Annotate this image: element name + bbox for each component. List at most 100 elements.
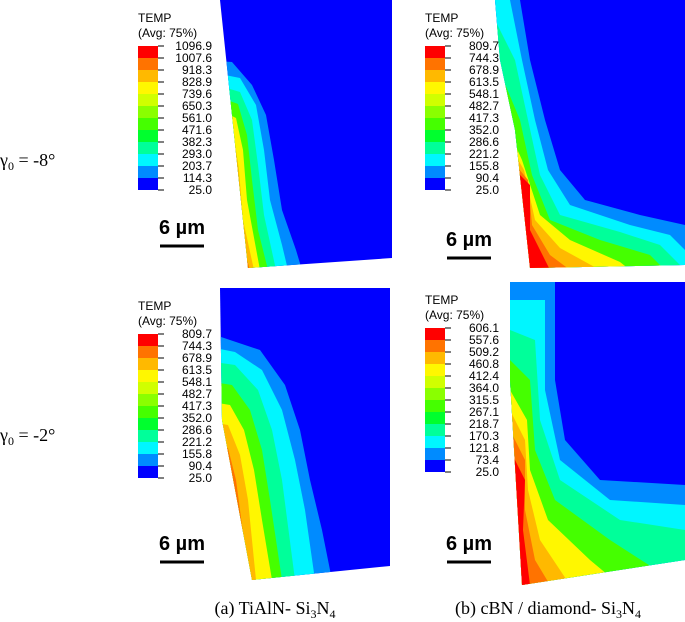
legend-swatch: [138, 394, 158, 406]
legend-value: 25.0: [476, 183, 500, 197]
subscript: 3: [311, 607, 317, 621]
legend-value: 352.0: [182, 411, 212, 425]
legend-swatch: [138, 454, 158, 466]
row-label: γ0 = -8°: [0, 150, 55, 173]
legend-title: TEMP: [425, 11, 458, 25]
legend-value: 678.9: [182, 351, 212, 365]
contour-plot: [220, 288, 390, 580]
caption-text: (b) cBN / diamond- Si: [455, 598, 616, 619]
legend-value: 1007.6: [175, 51, 212, 65]
legend-value: 382.3: [182, 135, 212, 149]
legend-value: 203.7: [182, 159, 212, 173]
legend-swatch: [138, 94, 158, 106]
legend-swatch: [138, 334, 158, 346]
legend-swatch: [138, 166, 158, 178]
legend-value: 155.8: [182, 447, 212, 461]
legend-value: 809.7: [182, 327, 212, 341]
legend-value: 293.0: [182, 147, 212, 161]
legend-value: 613.5: [182, 363, 212, 377]
legend-swatch: [138, 442, 158, 454]
legend-value: 482.7: [469, 99, 499, 113]
symbol: γ: [0, 425, 8, 445]
legend-swatch: [138, 358, 158, 370]
legend-value: 114.3: [183, 171, 212, 185]
legend-swatch: [138, 466, 158, 478]
scale-bar-label: 6 µm: [446, 533, 492, 555]
legend-swatch: [138, 58, 158, 70]
legend-title: TEMP: [425, 293, 458, 307]
legend-swatch: [425, 106, 445, 118]
legend-swatch: [425, 448, 445, 460]
legend-swatch: [425, 58, 445, 70]
subscript: 3: [616, 607, 622, 621]
legend-value: 121.8: [469, 441, 499, 455]
legend-swatch: [138, 430, 158, 442]
legend-swatch: [138, 130, 158, 142]
legend-value: 1096.9: [175, 39, 212, 53]
legend-value: 352.0: [469, 123, 499, 137]
legend-swatch: [425, 412, 445, 424]
legend-value: 25.0: [476, 465, 500, 479]
legend-swatch: [425, 328, 445, 340]
caption-text: N: [317, 598, 330, 618]
legend-value: 809.7: [469, 39, 499, 53]
legend-value: 744.3: [182, 339, 212, 353]
legend-swatch: [425, 460, 445, 472]
legend-value: 918.3: [182, 63, 212, 77]
legend-subtitle: (Avg: 75%): [138, 314, 197, 328]
legend-swatch: [425, 400, 445, 412]
legend-value: 509.2: [469, 345, 499, 359]
legend-value: 25.0: [189, 471, 213, 485]
caption: (a) TiAlN- Si3N4: [214, 598, 335, 621]
legend-value: 155.8: [469, 159, 499, 173]
legend-swatch: [138, 106, 158, 118]
legend-swatch: [138, 382, 158, 394]
legend-swatch: [425, 70, 445, 82]
legend-swatch: [425, 376, 445, 388]
caption-text: (a) TiAlN- Si: [214, 598, 310, 619]
legend-value: 90.4: [476, 171, 500, 185]
legend-swatch: [138, 46, 158, 58]
legend-title: TEMP: [138, 299, 171, 313]
legend-value: 482.7: [182, 387, 212, 401]
legend-swatch: [138, 70, 158, 82]
legend-swatch: [138, 418, 158, 430]
legend-subtitle: (Avg: 75%): [138, 26, 197, 40]
legend-swatch: [425, 364, 445, 376]
legend-swatch: [425, 352, 445, 364]
legend-swatch: [425, 118, 445, 130]
legend-swatch: [425, 388, 445, 400]
legend-swatch: [425, 340, 445, 352]
row-label: γ0 = -2°: [0, 425, 55, 448]
caption: (b) cBN / diamond- Si3N4: [455, 598, 641, 621]
legend-swatch: [425, 82, 445, 94]
legend-value: 218.7: [469, 417, 499, 431]
legend-swatch: [138, 82, 158, 94]
scale-bar-label: 6 µm: [446, 229, 492, 251]
legend-value: 417.3: [182, 399, 212, 413]
legend-value: 315.5: [469, 393, 499, 407]
legend-subtitle: (Avg: 75%): [425, 26, 484, 40]
legend-value: 25.0: [189, 183, 213, 197]
legend-swatch: [138, 154, 158, 166]
legend-value: 412.4: [469, 369, 499, 383]
legend-swatch: [425, 154, 445, 166]
legend-swatch: [138, 118, 158, 130]
subscript: 0: [8, 434, 14, 448]
symbol: γ: [0, 150, 8, 170]
label-text: = -8°: [14, 150, 55, 170]
legend-value: 286.6: [182, 423, 212, 437]
legend-swatch: [425, 178, 445, 190]
legend-value: 460.8: [469, 357, 499, 371]
legend-value: 548.1: [469, 87, 499, 101]
legend-value: 613.5: [469, 75, 499, 89]
legend-swatch: [425, 142, 445, 154]
legend-swatch: [138, 178, 158, 190]
legend-value: 744.3: [469, 51, 499, 65]
legend-swatch: [425, 424, 445, 436]
legend-value: 548.1: [182, 375, 212, 389]
legend-swatch: [425, 436, 445, 448]
label-text: = -2°: [14, 425, 55, 445]
legend-title: TEMP: [138, 11, 171, 25]
